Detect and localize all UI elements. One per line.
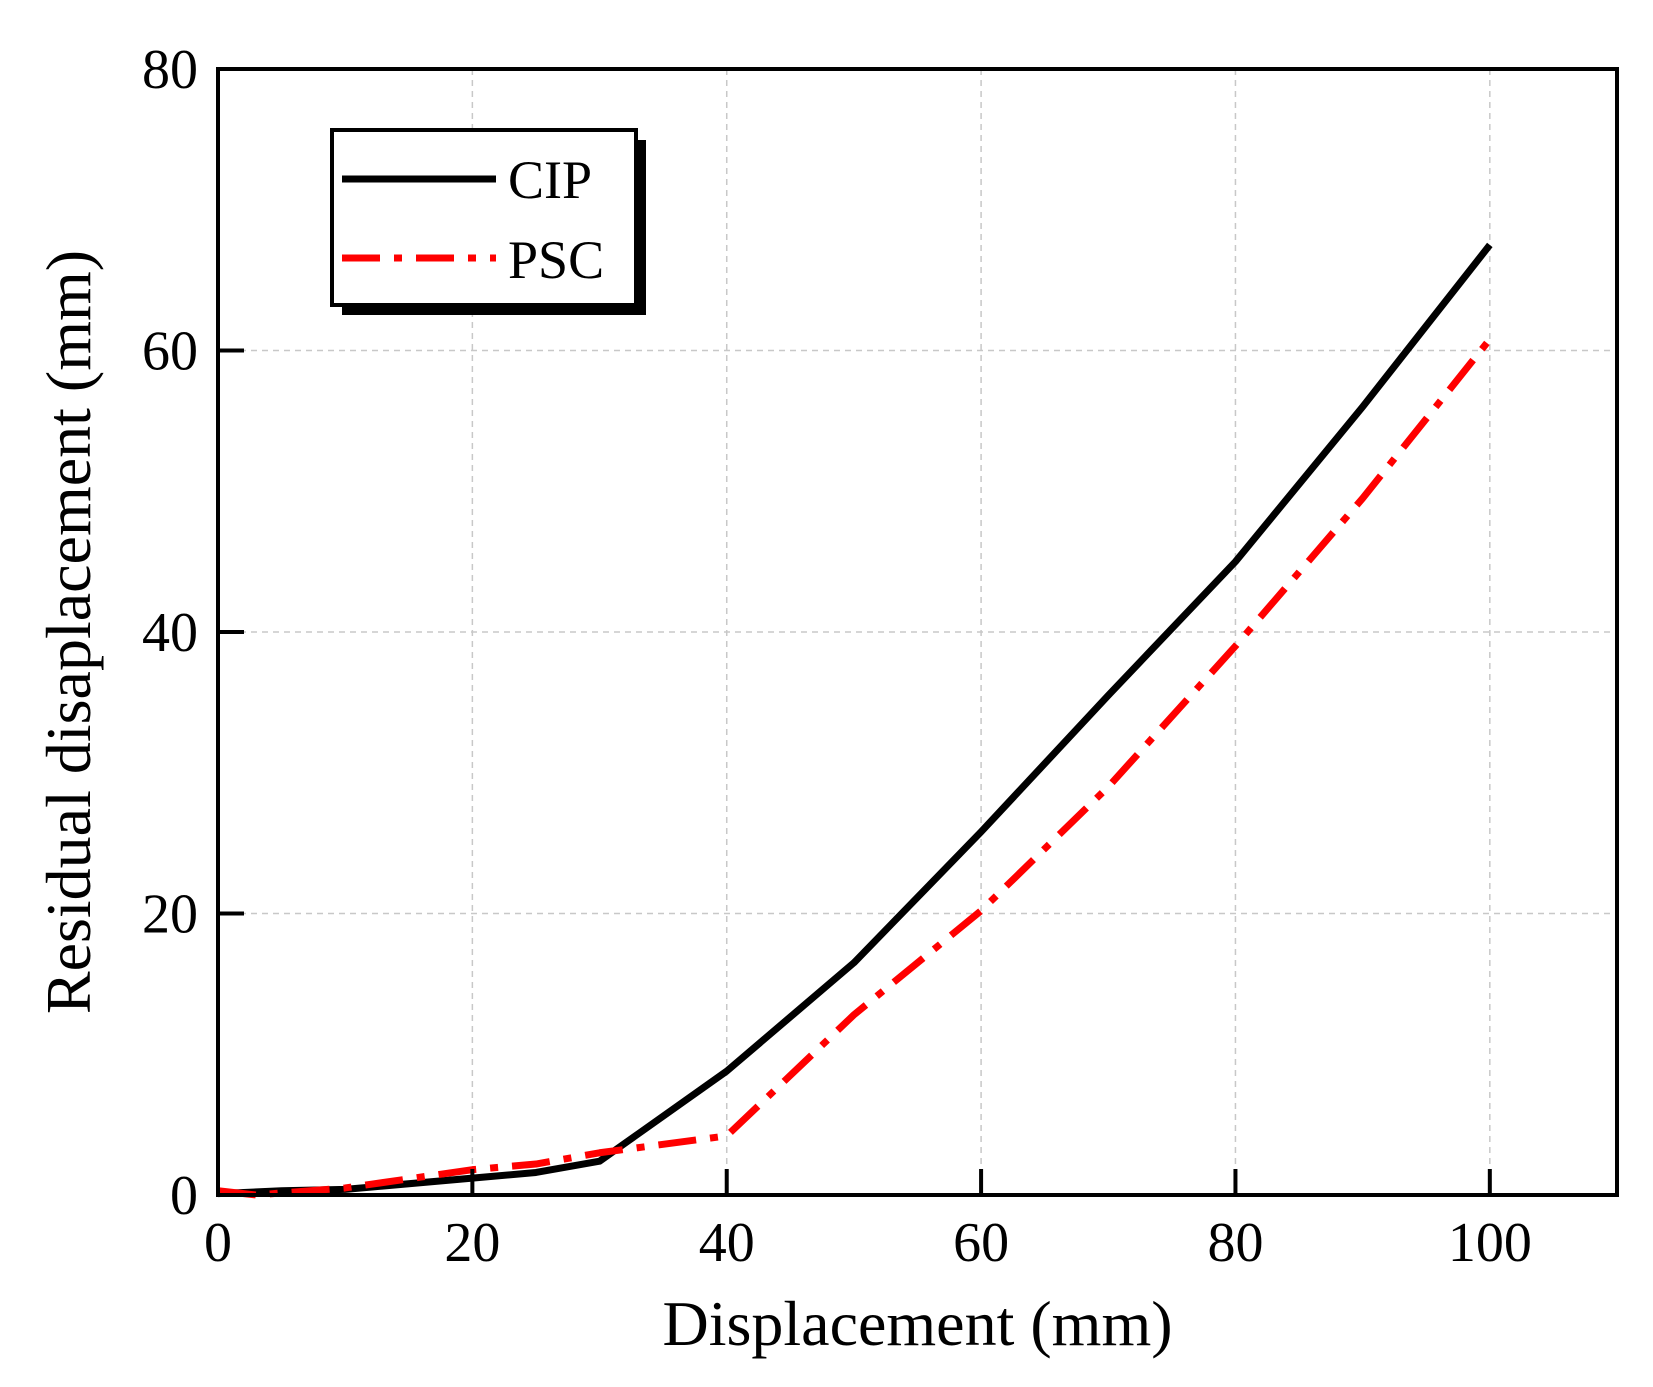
x-tick-label: 80: [1207, 1212, 1263, 1274]
x-tick-label: 100: [1448, 1212, 1532, 1274]
data-point-psc: [723, 1132, 730, 1139]
data-point-cip: [1486, 241, 1493, 248]
legend-label-psc: PSC: [508, 230, 604, 290]
x-tick-label: 60: [953, 1212, 1009, 1274]
legend-label-cip: CIP: [508, 150, 592, 210]
data-point-psc: [1105, 783, 1112, 790]
grid-layer: [218, 69, 1617, 1195]
data-point-cip: [850, 959, 857, 966]
tick-layer: 0 20 40 60 80 100 0 20 40 60 80: [142, 39, 1532, 1274]
data-point-cip: [978, 828, 985, 835]
series-layer: [217, 241, 1493, 1199]
y-tick-label: 20: [142, 884, 198, 946]
data-point-cip: [596, 1158, 603, 1165]
x-tick-label: 20: [444, 1212, 500, 1274]
data-point-psc: [850, 1011, 857, 1018]
y-tick-label: 40: [142, 602, 198, 664]
data-point-cip: [723, 1068, 730, 1075]
data-point-cip: [532, 1169, 539, 1176]
data-point-cip: [1105, 692, 1112, 699]
data-point-cip: [1359, 403, 1366, 410]
data-point-cip: [1232, 558, 1239, 565]
data-point-psc: [1232, 643, 1239, 650]
data-point-psc: [978, 907, 985, 914]
data-point-psc: [532, 1161, 539, 1168]
y-tick-label: 80: [142, 39, 198, 101]
y-tick-label: 60: [142, 321, 198, 383]
series-line-psc: [217, 337, 1493, 1199]
x-axis-title: Displacement (mm): [662, 1288, 1172, 1359]
x-tick-label: 40: [699, 1212, 755, 1274]
y-axis-title: Residual disaplacement (mm): [33, 250, 104, 1014]
x-tick-label: 0: [204, 1212, 232, 1274]
legend-box: [330, 128, 638, 307]
y-tick-label: 0: [170, 1165, 198, 1227]
legend: CIP PSC: [330, 128, 646, 315]
data-point-psc: [1486, 336, 1493, 343]
data-point-psc: [342, 1184, 349, 1191]
series-line-cip: [217, 242, 1493, 1198]
data-point-psc: [1359, 495, 1366, 502]
data-point-psc: [596, 1149, 603, 1156]
